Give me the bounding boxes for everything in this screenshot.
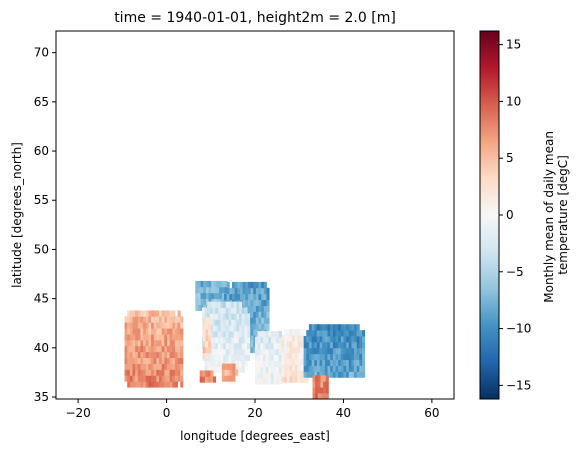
region-sardinia-corsica bbox=[202, 317, 212, 360]
region-greece bbox=[255, 331, 285, 385]
region-north-africa-coast bbox=[199, 370, 217, 383]
colorbar-tick-label: 5 bbox=[506, 151, 514, 165]
colorbar-tick-label: −5 bbox=[506, 265, 524, 279]
x-tick-label: 20 bbox=[247, 406, 262, 420]
chart-title: time = 1940-01-01, height2m = 2.0 [m] bbox=[114, 10, 396, 26]
y-tick-label: 70 bbox=[34, 46, 49, 60]
x-axis: −20 0 20 40 60 bbox=[65, 399, 440, 420]
y-axis-label: latitude [degrees_north] bbox=[10, 142, 24, 288]
colorbar-tick-label: 15 bbox=[506, 38, 521, 52]
x-tick-label: 60 bbox=[424, 406, 439, 420]
temperature-field bbox=[124, 280, 366, 399]
x-tick-label: −20 bbox=[65, 406, 90, 420]
colorbar-tick-label: −15 bbox=[506, 378, 531, 392]
y-tick-label: 40 bbox=[34, 341, 49, 355]
colorbar-axis: −15 −10 −5 0 5 10 15 bbox=[499, 38, 531, 392]
x-axis-label: longitude [degrees_east] bbox=[180, 429, 330, 443]
region-levant-coast bbox=[312, 375, 329, 399]
colorbar-label-line-1: Monthly mean of daily mean bbox=[542, 131, 556, 303]
y-tick-label: 35 bbox=[34, 390, 49, 404]
x-tick-label: 40 bbox=[336, 406, 351, 420]
region-italian-peninsula bbox=[201, 301, 251, 373]
y-axis: 35 40 45 50 55 60 65 70 bbox=[34, 46, 56, 404]
region-sicily bbox=[221, 363, 239, 382]
x-tick-label: 0 bbox=[163, 406, 171, 420]
colorbar-label-line-2: temperature [degC] bbox=[556, 155, 570, 275]
colorbar bbox=[479, 30, 500, 400]
y-tick-label: 60 bbox=[34, 144, 49, 158]
colorbar-tick-label: −10 bbox=[506, 322, 531, 336]
y-tick-label: 50 bbox=[34, 242, 49, 256]
region-central-anatolia bbox=[303, 324, 366, 378]
region-iberian-peninsula bbox=[124, 310, 184, 388]
y-tick-label: 65 bbox=[34, 95, 49, 109]
colorbar-tick-label: 0 bbox=[506, 208, 514, 222]
colorbar-tick-label: 10 bbox=[506, 94, 521, 108]
colorbar-label: Monthly mean of daily mean temperature [… bbox=[542, 127, 570, 303]
y-tick-label: 45 bbox=[34, 292, 49, 306]
y-tick-label: 55 bbox=[34, 193, 49, 207]
